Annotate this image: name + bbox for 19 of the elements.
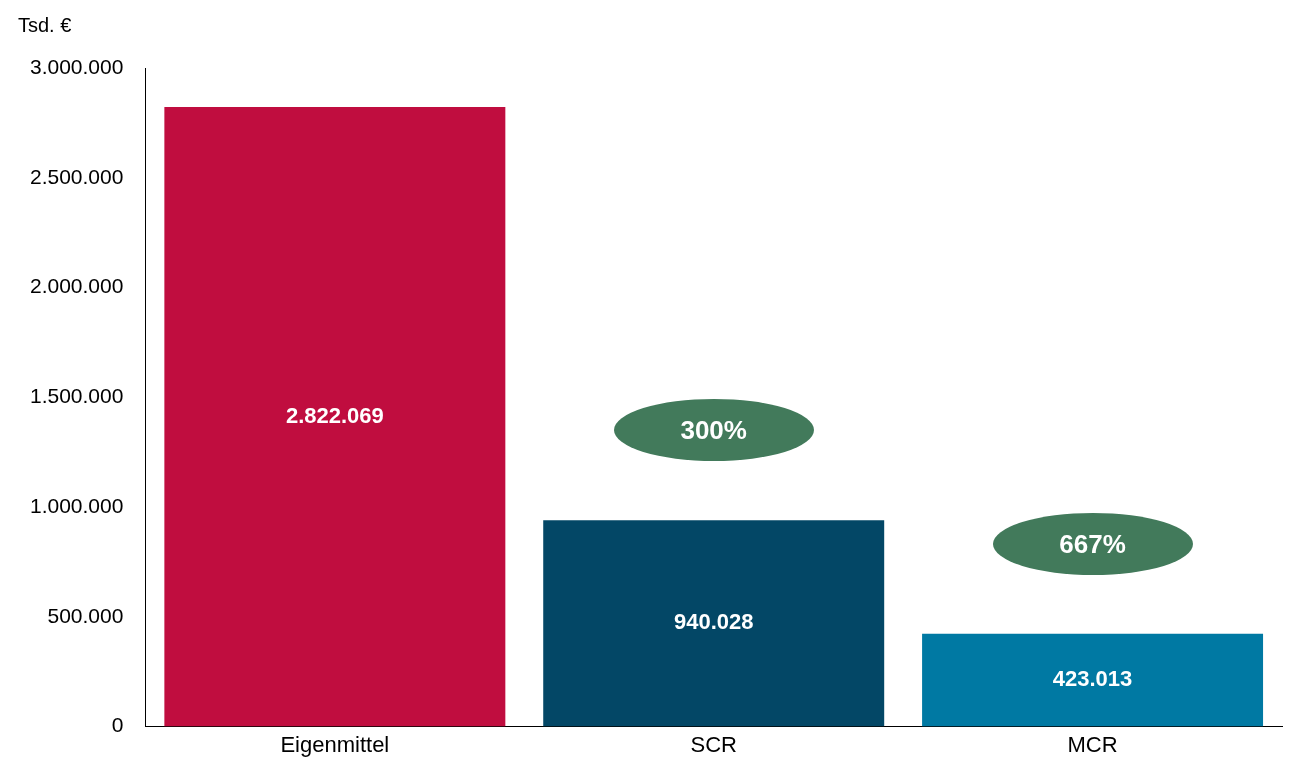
- x-tick-label: MCR: [1067, 731, 1118, 757]
- x-tick-label: SCR: [690, 731, 737, 757]
- y-tick-label: 3.000.000: [29, 54, 124, 78]
- y-tick-label: 0: [111, 713, 124, 737]
- y-tick-label: 2.500.000: [29, 164, 124, 188]
- data-label: 2.822.069: [285, 402, 384, 428]
- y-tick-label: 1.000.000: [29, 493, 124, 517]
- y-tick-label: 2.000.000: [29, 274, 124, 298]
- annotation: 667%: [1058, 527, 1127, 560]
- bar: [543, 520, 885, 727]
- bar: [922, 633, 1264, 727]
- annotation: 300%: [679, 414, 748, 447]
- x-tick-label: Eigenmittel: [280, 731, 390, 757]
- bar: [164, 107, 506, 727]
- data-label: 940.028: [673, 609, 754, 635]
- data-label: 423.013: [1052, 666, 1133, 692]
- y-tick-label: 500.000: [47, 603, 124, 627]
- y-axis-title: Tsd. €: [18, 13, 72, 36]
- y-tick-label: 1.500.000: [29, 384, 124, 408]
